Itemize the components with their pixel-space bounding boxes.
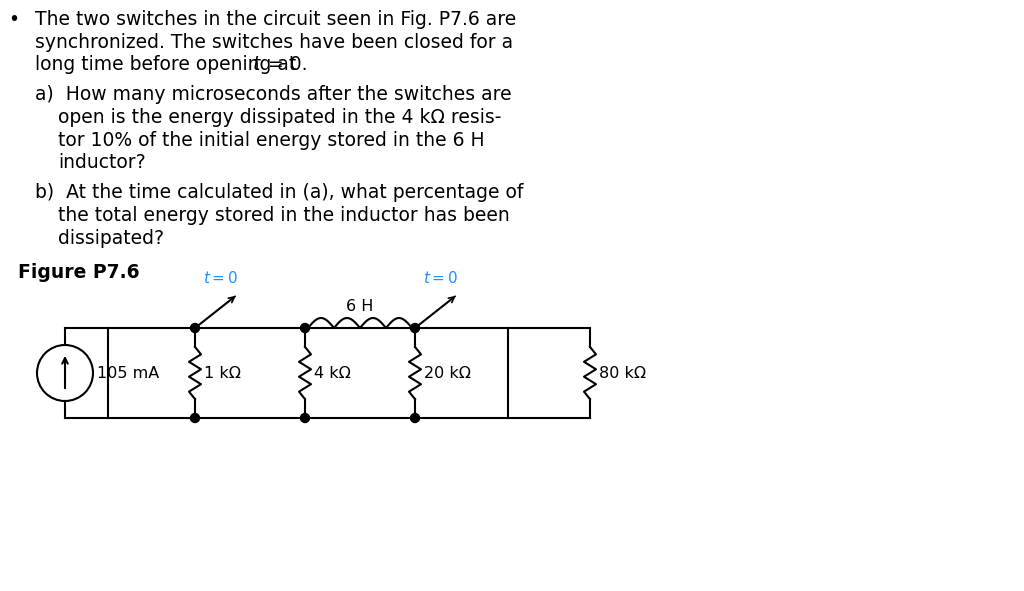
Circle shape	[300, 414, 309, 423]
Text: $t = 0$: $t = 0$	[423, 270, 459, 286]
Circle shape	[190, 414, 200, 423]
Circle shape	[411, 323, 420, 333]
Text: inductor?: inductor?	[58, 153, 145, 172]
Text: 105 mA: 105 mA	[97, 365, 160, 381]
Text: 1 kΩ: 1 kΩ	[204, 365, 241, 381]
Text: 6 H: 6 H	[346, 299, 374, 314]
Text: open is the energy dissipated in the 4 kΩ resis-: open is the energy dissipated in the 4 k…	[58, 108, 502, 127]
Text: 80 kΩ: 80 kΩ	[599, 365, 646, 381]
Circle shape	[411, 414, 420, 423]
Text: a)  How many microseconds after the switches are: a) How many microseconds after the switc…	[35, 86, 512, 105]
Text: b)  At the time calculated in (a), what percentage of: b) At the time calculated in (a), what p…	[35, 183, 523, 203]
Text: t: t	[253, 55, 260, 74]
Text: long time before opening at: long time before opening at	[35, 55, 302, 74]
Text: the total energy stored in the inductor has been: the total energy stored in the inductor …	[58, 206, 510, 225]
Text: $t = 0$: $t = 0$	[203, 270, 239, 286]
Text: The two switches in the circuit seen in Fig. P7.6 are: The two switches in the circuit seen in …	[35, 10, 516, 29]
Text: •: •	[8, 10, 19, 29]
Text: = 0.: = 0.	[262, 55, 307, 74]
Text: tor 10% of the initial energy stored in the 6 H: tor 10% of the initial energy stored in …	[58, 131, 484, 150]
Text: dissipated?: dissipated?	[58, 229, 164, 248]
Text: Figure P7.6: Figure P7.6	[18, 263, 139, 282]
Circle shape	[190, 323, 200, 333]
Text: synchronized. The switches have been closed for a: synchronized. The switches have been clo…	[35, 33, 513, 51]
Text: 20 kΩ: 20 kΩ	[424, 365, 471, 381]
Text: 4 kΩ: 4 kΩ	[314, 365, 351, 381]
Circle shape	[300, 323, 309, 333]
